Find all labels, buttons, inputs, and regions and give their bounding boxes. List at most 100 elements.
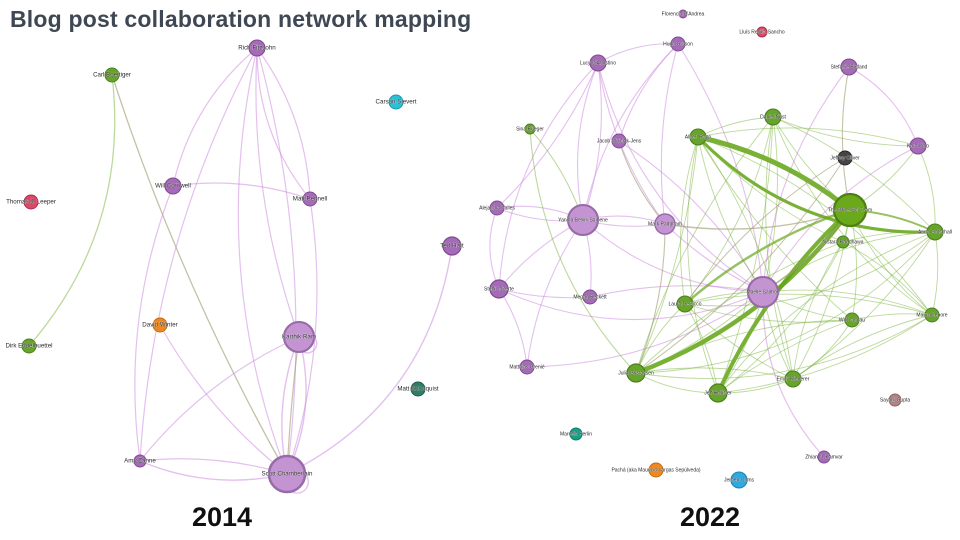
node-will22[interactable] bbox=[844, 312, 860, 328]
node-stefanie[interactable] bbox=[840, 58, 858, 76]
node-daniel[interactable] bbox=[764, 108, 782, 126]
node-matthias[interactable] bbox=[519, 359, 535, 375]
edge-daniel-jeffh bbox=[717, 116, 774, 394]
page-title: Blog post collaboration network mapping bbox=[10, 6, 472, 32]
node-team[interactable] bbox=[832, 192, 868, 228]
node-lucy[interactable] bbox=[589, 54, 607, 72]
edge-lucy-yanina bbox=[577, 62, 599, 221]
node-zhian[interactable] bbox=[817, 450, 831, 464]
node-jeffo[interactable] bbox=[837, 150, 853, 166]
node-karthik[interactable] bbox=[282, 320, 316, 354]
network-2014: Carl Boettiger Rich FitzJohn Carson Siever… bbox=[5, 39, 464, 494]
edge-daniel-anna bbox=[772, 116, 936, 233]
node-label-matthias: Matthias Grenié bbox=[509, 365, 545, 371]
node-carl[interactable] bbox=[104, 67, 120, 83]
node-steffi[interactable] bbox=[489, 279, 509, 299]
edge-rich-mattp bbox=[256, 47, 311, 200]
node-anna[interactable] bbox=[926, 223, 944, 241]
edge-will-mattp bbox=[172, 182, 311, 200]
edge-emily-nistara bbox=[792, 241, 844, 380]
node-emily[interactable] bbox=[784, 370, 802, 388]
edge-jacob-maelle bbox=[618, 140, 764, 293]
edge-yanina-maelle bbox=[582, 219, 764, 293]
node-label-flor: Florencia D'Andrea bbox=[662, 12, 705, 18]
edge-albert-jeffh bbox=[687, 136, 719, 394]
node-flor[interactable] bbox=[678, 9, 688, 19]
node-label-lucy: Lucy D'Agostino bbox=[580, 61, 616, 67]
node-marcelo[interactable] bbox=[569, 427, 583, 441]
node-label-kara: Kara Woo bbox=[907, 144, 929, 150]
node-label-rich: Rich FitzJohn bbox=[238, 45, 276, 52]
caption-year-2014: 2014 bbox=[191, 502, 253, 532]
edge-jeffh-mauro bbox=[717, 314, 933, 394]
node-megan[interactable] bbox=[582, 289, 598, 305]
node-label-sina: Sina Rüeger bbox=[516, 127, 544, 133]
node-sayani[interactable] bbox=[888, 393, 902, 407]
edge-anna-nistara bbox=[842, 231, 936, 243]
edge-daniel-mauro bbox=[772, 116, 933, 316]
edge-laura-mauro bbox=[684, 293, 933, 316]
edge-mauro-will22 bbox=[851, 313, 933, 321]
edge-albert-anna bbox=[696, 135, 937, 234]
node-label-anna: Anna Gotschall bbox=[918, 230, 952, 236]
node-label-steffi: Steffi LaZerte bbox=[484, 287, 514, 293]
node-will[interactable] bbox=[164, 177, 182, 195]
node-thomas[interactable] bbox=[23, 194, 39, 210]
edge-will-amy bbox=[134, 185, 174, 462]
node-scott[interactable] bbox=[267, 454, 307, 494]
node-amy[interactable] bbox=[133, 454, 147, 468]
node-alejandra[interactable] bbox=[489, 200, 505, 216]
edge-david-scott bbox=[159, 324, 288, 475]
node-label-jeffo: Jeffrey Oliver bbox=[830, 156, 860, 162]
node-pacha[interactable] bbox=[648, 462, 664, 478]
node-nistara[interactable] bbox=[836, 235, 850, 249]
node-mauro[interactable] bbox=[924, 307, 940, 323]
edge-laura-jeffh bbox=[684, 303, 719, 394]
node-albert[interactable] bbox=[689, 128, 707, 146]
node-label-laura: Laura DeCicco bbox=[668, 302, 701, 308]
node-dirk[interactable] bbox=[21, 338, 37, 354]
node-hugo[interactable] bbox=[670, 36, 686, 52]
edge-lucy-yanina bbox=[582, 62, 602, 221]
node-kara[interactable] bbox=[909, 137, 927, 155]
node-label-maelle: Maëlle Salmon bbox=[746, 290, 779, 296]
edge-jeffh-will22 bbox=[717, 319, 853, 394]
node-jacob[interactable] bbox=[611, 133, 627, 149]
node-jeffh[interactable] bbox=[708, 383, 728, 403]
node-maelle[interactable] bbox=[746, 275, 780, 309]
node-label-karthik: Karthik Ram bbox=[282, 334, 316, 341]
edge-jeffo-laura bbox=[684, 157, 846, 305]
node-label-julia: Julia Gustavsen bbox=[618, 371, 654, 377]
edge-daniel-julia bbox=[635, 116, 774, 374]
node-label-megan: Megan Beckett bbox=[573, 295, 607, 301]
node-carson[interactable] bbox=[388, 94, 404, 110]
node-rich[interactable] bbox=[248, 39, 266, 57]
node-markp[interactable] bbox=[654, 213, 676, 235]
node-ted[interactable] bbox=[442, 236, 462, 256]
node-mattp[interactable] bbox=[302, 191, 318, 207]
node-label-pacha: Pachá (aka Mauricio Vargas Sepúlveda) bbox=[611, 468, 700, 474]
node-label-amy: Amy Zanne bbox=[124, 458, 156, 465]
edge-steffi-matthias bbox=[498, 288, 528, 368]
node-julia[interactable] bbox=[626, 363, 646, 383]
node-matts[interactable] bbox=[410, 381, 426, 397]
edge-rich-scott bbox=[237, 47, 288, 475]
edge-ted-scott bbox=[286, 245, 453, 475]
node-label-lluis: Lluís Revilla Sancho bbox=[739, 30, 785, 36]
node-jeroen[interactable] bbox=[730, 471, 748, 489]
node-yanina[interactable] bbox=[566, 203, 600, 237]
node-label-markp: Mark Padgham bbox=[648, 222, 682, 228]
edge-lucy-steffi bbox=[498, 62, 599, 290]
node-laura[interactable] bbox=[676, 295, 694, 313]
node-label-daniel: Daniel Nüst bbox=[760, 115, 786, 121]
node-lluis[interactable] bbox=[756, 26, 768, 38]
node-sina[interactable] bbox=[524, 123, 536, 135]
edge-markp-julia bbox=[635, 223, 666, 374]
node-david[interactable] bbox=[152, 317, 168, 333]
edge-team-laura bbox=[683, 208, 852, 306]
node-label-scott: Scott Chamberlain bbox=[262, 471, 313, 478]
node-label-alejandra: Alejandra Valles bbox=[479, 206, 515, 212]
node-label-will: Will Cornwell bbox=[155, 183, 191, 190]
edge-amy-karthik bbox=[139, 336, 300, 462]
edge-stefanie-kara bbox=[848, 66, 919, 147]
